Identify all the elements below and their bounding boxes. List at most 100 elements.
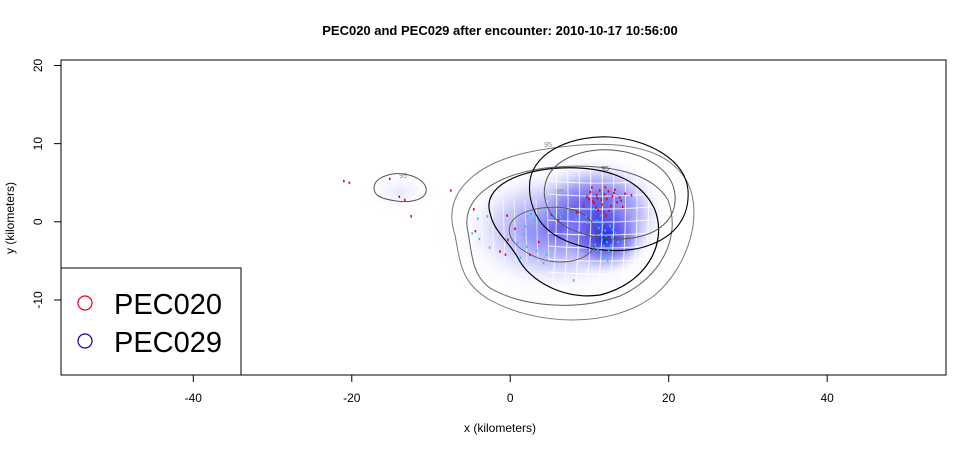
point-pec029 xyxy=(598,226,600,230)
point-pec020 xyxy=(601,203,603,206)
point-pec029 xyxy=(526,245,528,249)
legend-label-pec020: PEC020 xyxy=(114,289,222,321)
contour-outer xyxy=(451,143,695,321)
point-pec020 xyxy=(611,194,614,198)
point-pec020 xyxy=(474,229,477,233)
point-pec029 xyxy=(488,246,491,249)
point-pec029 xyxy=(603,256,606,259)
legend-marker-pec020 xyxy=(77,295,93,311)
point-pec020 xyxy=(348,181,351,184)
contour-pec020 xyxy=(528,136,689,252)
point-pec020 xyxy=(614,188,616,191)
point-pec029 xyxy=(585,215,588,218)
grid-line xyxy=(524,199,528,263)
point-pec020 xyxy=(514,227,516,231)
y-tick-label: 10 xyxy=(31,137,45,151)
point-pec020 xyxy=(557,219,560,222)
legend-box xyxy=(60,267,242,376)
point-pec029 xyxy=(553,212,556,216)
grid-line xyxy=(480,199,484,263)
point-pec020 xyxy=(404,198,406,202)
contour-label-core: 95 xyxy=(556,189,564,196)
point-pec020 xyxy=(620,199,622,202)
point-pec029 xyxy=(533,218,536,221)
point-pec029 xyxy=(617,240,619,244)
grid-line xyxy=(502,199,506,263)
point-pec020 xyxy=(595,194,598,197)
point-pec020 xyxy=(587,197,590,201)
x-axis: -40 -20 0 20 40 xyxy=(185,374,834,405)
y-tick-label: 0 xyxy=(31,218,45,225)
point-pec020 xyxy=(410,215,412,218)
point-pec029 xyxy=(614,231,617,234)
grid-line xyxy=(547,256,671,262)
x-tick-label: -40 xyxy=(185,391,203,405)
point-pec020 xyxy=(607,190,610,193)
legend-label-pec029: PEC029 xyxy=(114,327,222,359)
point-pec029 xyxy=(531,227,534,231)
point-pec020 xyxy=(610,204,612,208)
point-pec020 xyxy=(602,211,605,214)
point-pec029 xyxy=(522,233,525,236)
point-pec020 xyxy=(600,198,603,202)
point-pec029 xyxy=(554,225,557,228)
x-tick-label: 20 xyxy=(662,391,676,405)
point-pec029 xyxy=(602,244,605,248)
chart-title: PEC020 and PEC029 after encounter: 2010-… xyxy=(322,23,678,38)
point-pec029 xyxy=(471,232,474,235)
point-pec020 xyxy=(606,197,608,201)
point-pec029 xyxy=(524,225,527,228)
point-pec029 xyxy=(600,214,603,217)
point-pec029 xyxy=(526,215,529,218)
point-pec029 xyxy=(606,259,609,263)
point-pec020 xyxy=(506,214,508,217)
point-pec029 xyxy=(535,249,538,252)
grid-line xyxy=(547,269,671,275)
point-pec029 xyxy=(601,238,603,241)
point-pec020 xyxy=(598,189,601,192)
point-pec029 xyxy=(612,253,615,256)
grid-line xyxy=(491,199,495,263)
point-pec020 xyxy=(591,200,594,203)
point-pec029 xyxy=(572,279,575,282)
point-pec020 xyxy=(499,250,501,253)
point-pec020 xyxy=(630,194,633,197)
point-pec029 xyxy=(610,236,613,239)
point-pec029 xyxy=(560,215,562,219)
point-pec029 xyxy=(595,219,598,223)
points-layer xyxy=(343,177,633,282)
point-pec029 xyxy=(478,237,481,241)
point-pec020 xyxy=(389,177,391,181)
point-pec020 xyxy=(507,238,509,241)
contour-label-small: 95 xyxy=(399,173,407,180)
point-pec029 xyxy=(599,233,602,236)
y-axis: -10 0 10 20 xyxy=(31,58,62,309)
x-tick-label: 40 xyxy=(820,391,834,405)
y-tick-label: -10 xyxy=(31,291,45,309)
point-pec029 xyxy=(610,244,612,247)
point-pec029 xyxy=(604,229,607,232)
grid-line xyxy=(552,149,558,281)
point-pec020 xyxy=(537,240,540,244)
contour-mid xyxy=(466,165,673,306)
point-pec020 xyxy=(589,190,592,194)
point-pec020 xyxy=(624,192,626,195)
point-pec029 xyxy=(530,212,532,216)
y-tick-label: 20 xyxy=(31,58,45,72)
y-axis-label: y (kilometers) xyxy=(3,182,17,254)
point-pec029 xyxy=(611,228,614,231)
contour-inner xyxy=(488,167,660,297)
point-pec020 xyxy=(593,201,596,205)
x-tick-label: -20 xyxy=(343,391,361,405)
point-pec029 xyxy=(545,212,547,215)
point-pec020 xyxy=(398,195,401,198)
point-pec020 xyxy=(616,201,618,204)
x-tick-label: 0 xyxy=(507,391,514,405)
density-small xyxy=(359,170,440,215)
point-pec020 xyxy=(583,204,585,208)
point-pec020 xyxy=(450,189,452,192)
point-pec020 xyxy=(343,179,345,183)
grid-line xyxy=(598,149,604,281)
point-pec029 xyxy=(519,256,522,259)
